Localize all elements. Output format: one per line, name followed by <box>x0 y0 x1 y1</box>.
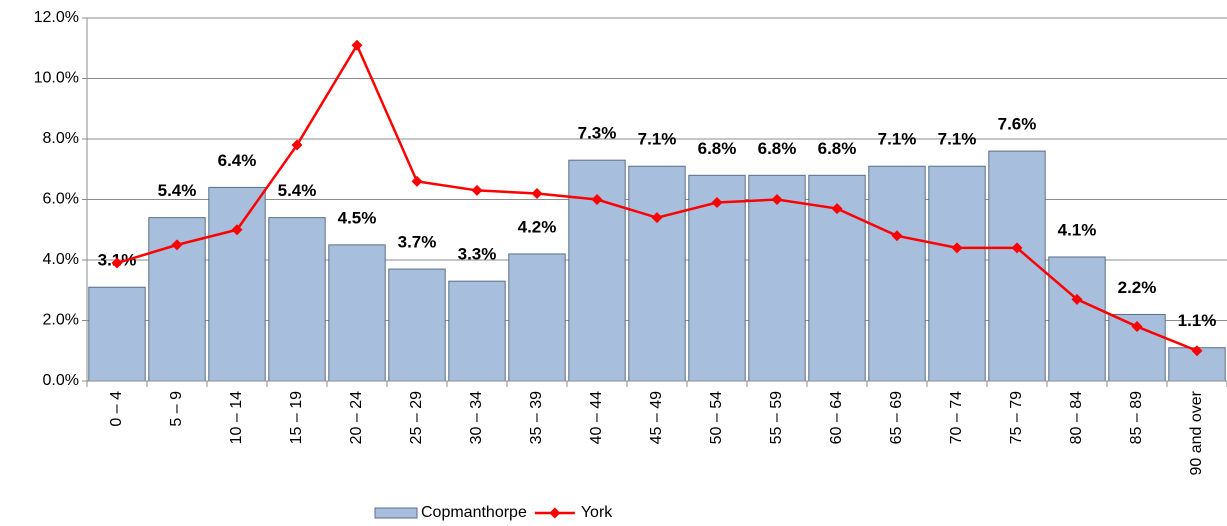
bar <box>628 165 686 382</box>
data-label: 6.8% <box>698 139 737 158</box>
x-tick-label: 80 – 84 <box>1068 391 1085 444</box>
marker <box>531 187 543 199</box>
x-tick-label: 35 – 39 <box>528 391 545 444</box>
bar <box>868 165 926 382</box>
marker <box>411 175 423 187</box>
marker <box>111 257 123 269</box>
legend-label: York <box>581 504 613 521</box>
data-label: 6.8% <box>758 139 797 158</box>
bar <box>568 159 626 382</box>
y-tick-label: 6.0% <box>43 191 79 208</box>
marker <box>291 139 303 151</box>
legend-label: Copmanthorpe <box>421 504 527 521</box>
data-label: 7.1% <box>938 130 977 149</box>
data-label: 4.1% <box>1058 220 1097 239</box>
y-tick-label: 12.0% <box>34 9 79 26</box>
data-label: 1.1% <box>1178 311 1217 330</box>
bar <box>448 280 506 382</box>
data-label: 3.3% <box>458 245 497 264</box>
data-label: 4.5% <box>338 208 377 227</box>
marker <box>231 224 243 236</box>
marker <box>771 194 783 205</box>
marker <box>171 239 183 251</box>
data-label: 7.1% <box>878 130 917 149</box>
bar <box>988 150 1046 382</box>
x-tick-label: 40 – 44 <box>588 391 605 444</box>
x-tick-label: 0 – 4 <box>108 391 125 427</box>
x-tick-label: 90 and over <box>1188 390 1205 475</box>
data-label: 2.2% <box>1118 278 1157 297</box>
x-tick-label: 65 – 69 <box>888 391 905 444</box>
x-tick-label: 15 – 19 <box>288 391 305 444</box>
x-tick-label: 50 – 54 <box>708 391 725 444</box>
marker <box>591 194 603 205</box>
marker <box>1071 293 1083 305</box>
bar <box>88 286 146 382</box>
legend-marker <box>549 507 561 519</box>
data-label: 7.3% <box>578 124 617 143</box>
y-tick-label: 4.0% <box>43 251 79 268</box>
bar <box>748 174 806 382</box>
bar <box>388 268 446 382</box>
data-label: 6.4% <box>218 151 257 170</box>
x-tick-label: 75 – 79 <box>1008 391 1025 444</box>
y-tick-label: 2.0% <box>43 312 79 329</box>
data-label: 5.4% <box>278 181 317 200</box>
marker <box>1011 242 1023 254</box>
x-tick-label: 60 – 64 <box>828 391 845 444</box>
marker <box>651 212 663 224</box>
y-tick-label: 10.0% <box>34 70 79 87</box>
marker <box>711 197 723 209</box>
x-tick-label: 20 – 24 <box>348 391 365 444</box>
x-tick-label: 10 – 14 <box>228 391 245 444</box>
data-label: 7.1% <box>638 130 677 149</box>
x-tick-label: 70 – 74 <box>948 391 965 444</box>
bar <box>328 244 386 382</box>
y-tick-label: 8.0% <box>43 130 79 147</box>
data-label: 3.7% <box>398 233 437 252</box>
marker <box>951 242 963 254</box>
marker <box>471 184 483 196</box>
marker <box>831 203 843 215</box>
bar <box>508 253 566 382</box>
marker <box>1131 321 1143 333</box>
data-label: 6.8% <box>818 139 857 158</box>
bar <box>688 174 746 382</box>
legend-swatch <box>374 507 418 519</box>
y-tick-label: 0.0% <box>43 372 79 389</box>
bar <box>208 186 266 382</box>
x-tick-label: 25 – 29 <box>408 391 425 444</box>
data-label: 5.4% <box>158 181 197 200</box>
x-tick-label: 55 – 59 <box>768 391 785 444</box>
bar <box>1048 256 1106 382</box>
x-tick-label: 30 – 34 <box>468 391 485 444</box>
marker <box>891 230 903 242</box>
x-tick-label: 5 – 9 <box>168 391 185 427</box>
x-tick-label: 45 – 49 <box>648 391 665 444</box>
bar <box>928 165 986 382</box>
marker <box>351 39 363 51</box>
marker <box>1191 345 1203 357</box>
data-label: 4.2% <box>518 217 557 236</box>
bar <box>268 217 326 382</box>
data-label: 7.6% <box>998 115 1037 134</box>
x-tick-label: 85 – 89 <box>1128 391 1145 444</box>
